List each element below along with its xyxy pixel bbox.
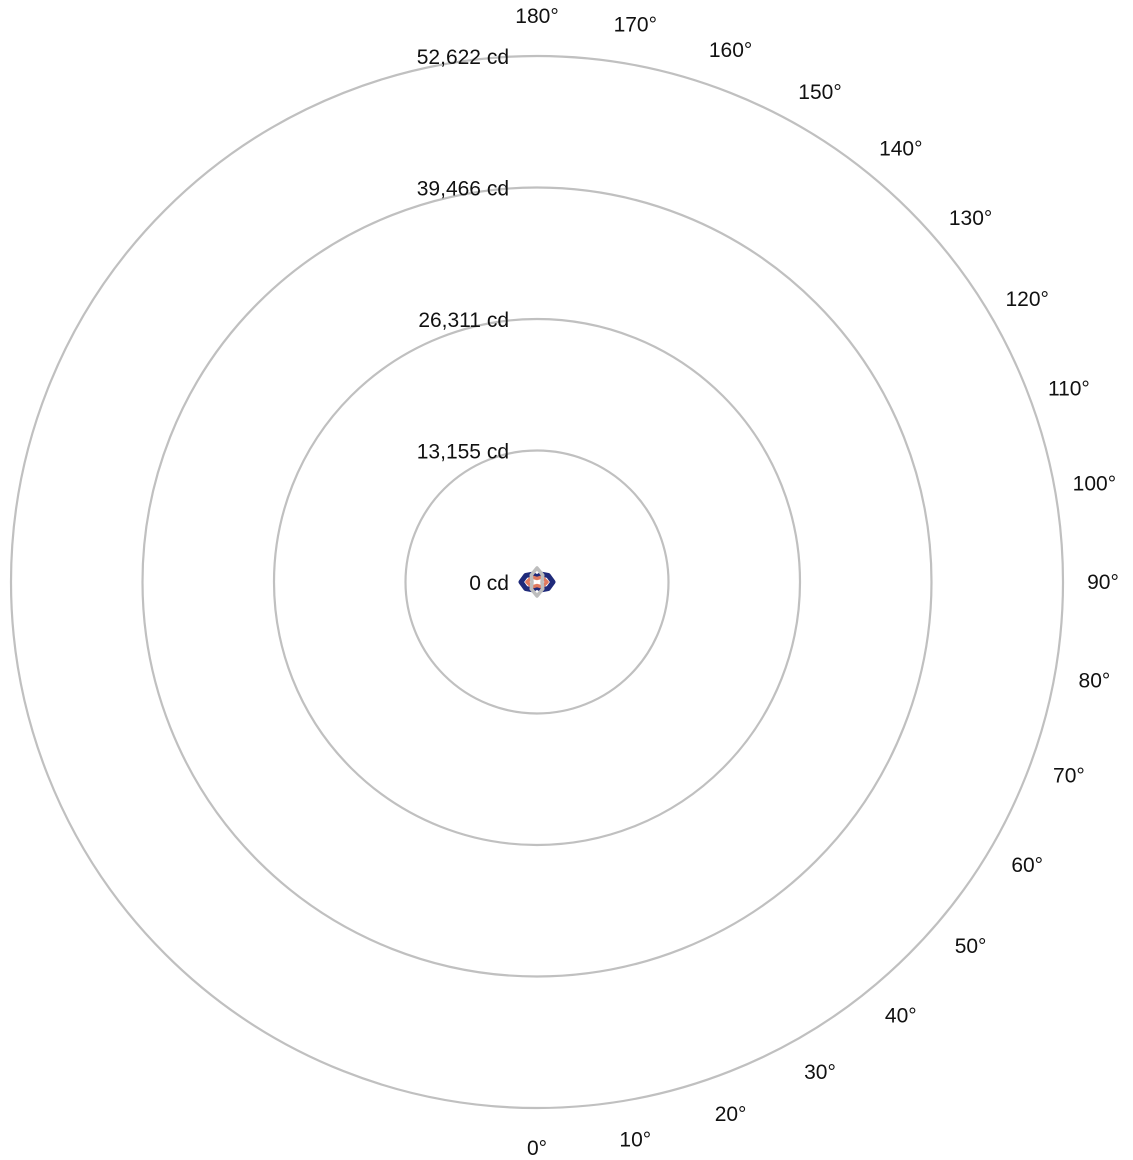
- angle-tick-label: 180°: [515, 5, 558, 28]
- angle-tick-label: 100°: [1073, 473, 1116, 496]
- radial-tick-label: 39,466 cd: [417, 178, 509, 201]
- radial-tick-label: 0 cd: [469, 572, 509, 595]
- grid-ring: [272, 317, 802, 847]
- angle-tick-label: 160°: [709, 39, 752, 62]
- angle-tick-label: 150°: [798, 81, 841, 104]
- angle-tick-labels: 0° 10° 20° 30° 40° 50° 60° 70° 80° 90° 100° 110° 120…: [515, 5, 1119, 1160]
- angle-tick-label: 70°: [1053, 765, 1085, 788]
- angle-tick-label: 50°: [955, 935, 987, 958]
- angle-tick-label: 120°: [1005, 288, 1048, 311]
- angle-tick-label: 20°: [715, 1103, 747, 1126]
- intensity-curves: [518, 566, 556, 598]
- grid-ring: [141, 186, 933, 978]
- angle-tick-label: 10°: [619, 1128, 651, 1151]
- angle-tick-label: 40°: [885, 1005, 917, 1028]
- angle-tick-label: 170°: [614, 14, 657, 37]
- radial-tick-label: 52,622 cd: [417, 46, 509, 69]
- radial-grid: [9, 54, 1065, 1110]
- angle-tick-label: 90°: [1087, 571, 1119, 594]
- angle-tick-label: 80°: [1079, 669, 1111, 692]
- grid-ring: [9, 54, 1065, 1110]
- grid-ring: [404, 449, 670, 715]
- intensity-curve: [529, 566, 545, 598]
- angle-tick-label: 30°: [804, 1061, 836, 1084]
- angle-tick-label: 110°: [1048, 377, 1090, 400]
- angle-tick-label: 0°: [527, 1137, 547, 1160]
- radial-tick-label: 26,311 cd: [418, 309, 509, 332]
- radial-tick-label: 13,155 cd: [417, 441, 509, 464]
- radial-tick-labels: 0 cd 13,155 cd 26,311 cd 39,466 cd 52,622 cd: [417, 46, 509, 595]
- angle-tick-label: 140°: [879, 137, 922, 160]
- angle-tick-label: 60°: [1011, 854, 1043, 877]
- angle-tick-label: 130°: [949, 207, 992, 230]
